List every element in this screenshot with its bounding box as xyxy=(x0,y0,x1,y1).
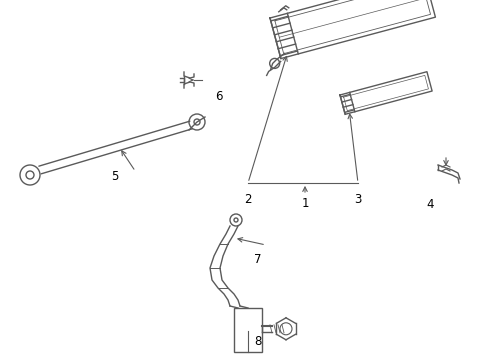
Text: 2: 2 xyxy=(244,193,252,206)
Text: 8: 8 xyxy=(254,335,262,348)
Text: 4: 4 xyxy=(426,198,434,211)
Text: 3: 3 xyxy=(354,193,362,206)
Text: 1: 1 xyxy=(301,197,309,210)
Text: 6: 6 xyxy=(215,90,222,103)
Text: 7: 7 xyxy=(254,253,262,266)
Text: 5: 5 xyxy=(111,170,119,183)
Bar xyxy=(234,308,262,352)
